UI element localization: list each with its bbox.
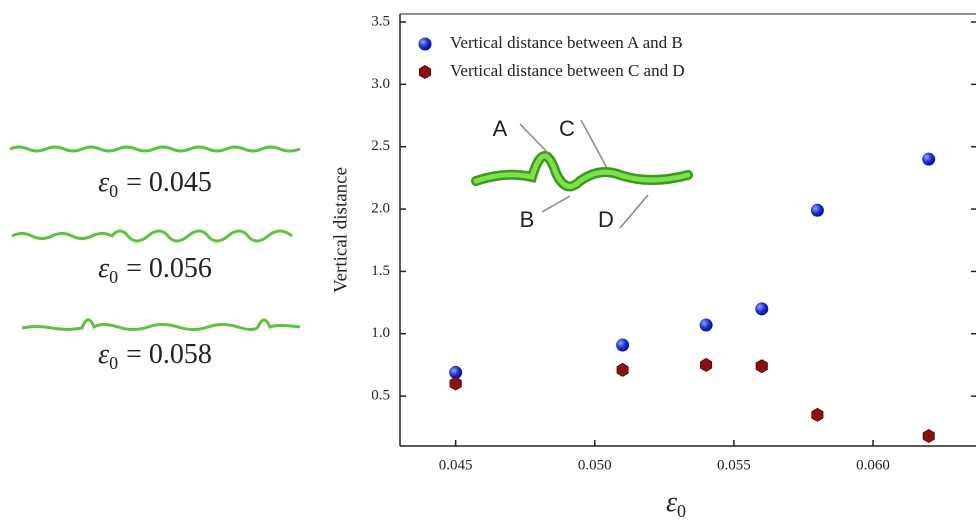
y-tick-label: 1.5 [371, 263, 390, 279]
strain-label: ε0 = 0.058 [98, 339, 212, 373]
strain-subscript: 0 [109, 267, 118, 287]
y-tick-label: 2.5 [371, 138, 390, 154]
x-axis-label: ε0 [666, 487, 686, 521]
data-point [700, 357, 713, 372]
y-tick-label: 3.5 [371, 13, 390, 29]
x-tick-label: 0.045 [439, 457, 473, 473]
strain-symbol: ε [98, 253, 109, 284]
data-point [810, 203, 824, 217]
pointer [541, 195, 571, 213]
strain-value: = 0.045 [126, 167, 212, 198]
strain-subscript: 0 [109, 353, 118, 373]
data-point [616, 362, 629, 377]
strain-value: = 0.058 [126, 339, 212, 370]
y-tick-label: 2.0 [371, 200, 390, 216]
data-point [755, 359, 768, 374]
pointer [580, 119, 608, 169]
pointer [619, 194, 649, 229]
pointer [519, 123, 549, 154]
data-point [922, 429, 935, 443]
point-label: A [493, 116, 508, 141]
data-point [616, 338, 630, 352]
x-axis-subscript: 0 [677, 501, 686, 521]
wave [11, 229, 293, 243]
strain-subscript: 0 [109, 181, 118, 201]
data-point [755, 302, 769, 316]
wave [21, 318, 301, 331]
y-axis-label: Vertical distance [330, 167, 351, 293]
data-point [449, 376, 462, 391]
strain-label: ε0 = 0.045 [98, 167, 212, 201]
legend-marker [418, 37, 432, 51]
strain-label: ε0 = 0.056 [98, 253, 212, 287]
data-point [449, 365, 463, 379]
data-point [811, 407, 824, 422]
inset: A B C D [471, 116, 693, 232]
x-tick-label: 0.055 [717, 457, 751, 473]
strain-symbol: ε [98, 167, 109, 198]
y-tick-label: 3.0 [371, 76, 390, 92]
legend-label: Vertical distance between C and D [450, 61, 685, 80]
y-tick-label: 0.5 [371, 388, 390, 404]
x-axis-symbol: ε [666, 487, 677, 518]
legend-marker [418, 65, 432, 79]
strain-symbol: ε [98, 339, 109, 370]
legend-label: Vertical distance between A and B [450, 33, 683, 52]
point-label: C [559, 116, 575, 141]
wave-panel [9, 145, 301, 331]
x-tick-label: 0.060 [856, 457, 890, 473]
wave [9, 145, 301, 153]
point-label: D [598, 207, 614, 232]
strain-value: = 0.056 [126, 253, 212, 284]
data-point [699, 318, 713, 332]
data-point [922, 152, 936, 166]
y-tick-label: 1.0 [371, 325, 390, 341]
point-label: B [520, 207, 535, 232]
inset-wave-core [473, 153, 691, 189]
x-tick-label: 0.050 [578, 457, 612, 473]
